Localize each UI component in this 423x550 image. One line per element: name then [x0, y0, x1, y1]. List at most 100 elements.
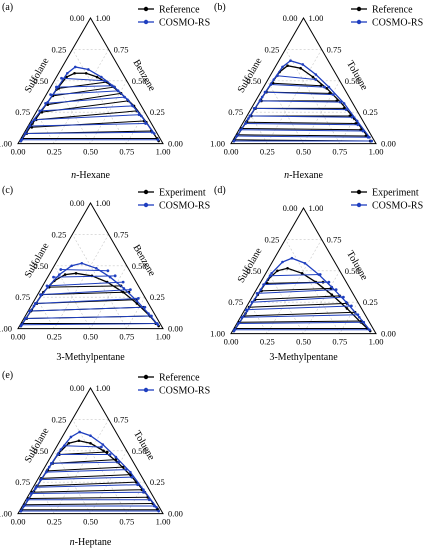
curve-point	[113, 85, 116, 89]
tie-line	[245, 122, 358, 126]
grid-line	[53, 265, 91, 329]
data-point	[60, 76, 63, 80]
data-point	[339, 100, 342, 104]
curve-point	[32, 304, 36, 308]
tick-label-left: 0.00	[283, 203, 298, 213]
tick-label-right: 0.25	[363, 107, 378, 117]
tie-line	[46, 281, 124, 287]
ternary-panel-2: 0.00 0.25 0.50 0.75 1.00 1.00 0.75 0.50 0.25 0.00…	[210, 2, 423, 181]
tick-label-bottom: 0.75	[119, 147, 134, 157]
tick-label-left: 0.50	[33, 261, 48, 271]
curve-point	[34, 487, 37, 490]
curve-point	[126, 98, 129, 101]
tie-line	[31, 491, 144, 494]
tick-label-left: 1.00	[210, 329, 225, 339]
tie-line	[240, 129, 363, 132]
tick-label-right: 0.75	[114, 414, 129, 424]
curve-point	[286, 266, 289, 270]
legend: Reference COSMO-RS	[351, 5, 423, 29]
curve-point	[368, 135, 371, 139]
curve-point	[58, 273, 61, 276]
tick-label-bottom: 0.25	[47, 147, 62, 157]
tick-label-bottom: 1.00	[369, 147, 384, 157]
tie-line	[56, 85, 113, 88]
tick-label-right: 0.00	[168, 509, 183, 519]
grid-line	[90, 265, 128, 329]
tick-label-right: 1.00	[96, 198, 111, 208]
data-point	[108, 453, 112, 456]
tick-label-right: 1.00	[96, 383, 111, 393]
data-point	[314, 78, 318, 81]
tie-line	[64, 445, 102, 448]
tie-line	[241, 128, 361, 131]
curve-point	[129, 470, 132, 474]
series-cosmo-rs	[19, 65, 160, 143]
tick-label-bottom: 0.25	[260, 337, 275, 347]
legend-marker	[143, 374, 149, 380]
curve-point	[102, 449, 105, 453]
tie-line	[29, 122, 146, 127]
tick-label-bottom: 0.75	[332, 147, 347, 157]
legend-marker	[143, 6, 149, 12]
tie-line	[31, 489, 142, 493]
curve-point	[289, 59, 292, 62]
tie-line	[254, 295, 340, 301]
curve-point	[78, 430, 81, 434]
curve-point	[135, 302, 139, 305]
tick-label-bottom: 1.00	[156, 517, 171, 527]
legend-entry: Reference	[159, 373, 200, 384]
data-point	[157, 509, 161, 513]
tie-line	[58, 81, 108, 89]
tie-line	[41, 474, 131, 479]
data-point	[130, 475, 134, 479]
curve-point	[245, 309, 249, 313]
tick-label-left: 0.00	[283, 13, 298, 23]
legend-marker	[356, 19, 362, 25]
tie-line	[21, 323, 158, 326]
ternary-panel-1: 0.00 0.25 0.50 0.75 1.00 1.00 0.75 0.50 0.25 0.00…	[0, 2, 210, 181]
curve-point	[30, 120, 34, 124]
tick-label-right: 0.25	[150, 477, 165, 487]
curve-point	[272, 78, 276, 81]
tie-line	[277, 75, 316, 81]
tick-label-left: 1.00	[0, 139, 12, 149]
curve-point	[344, 300, 348, 304]
tick-label-bottom: 0.00	[11, 147, 26, 157]
tick-label-bottom: 0.50	[83, 147, 98, 157]
legend-marker	[143, 19, 149, 25]
data-point	[52, 275, 55, 279]
tie-line	[28, 496, 148, 500]
curve-point	[355, 119, 359, 123]
data-point	[59, 268, 63, 271]
legend-entry: Reference	[159, 5, 200, 16]
curve-point	[155, 505, 158, 509]
tie-line	[25, 131, 153, 135]
legend-entry: Experiment	[372, 188, 419, 199]
legend: Experiment COSMO-RS	[138, 188, 210, 212]
legend-entry: COSMO-RS	[159, 386, 210, 397]
data-point	[49, 93, 53, 96]
tie-line	[36, 484, 138, 488]
data-point	[156, 138, 160, 142]
tie-line	[46, 466, 124, 472]
tie-line	[244, 311, 355, 317]
tie-line	[263, 281, 329, 286]
tie-line	[25, 315, 152, 320]
series-cosmo-rs	[19, 261, 160, 328]
legend-marker	[356, 6, 362, 12]
grid-line	[72, 234, 128, 329]
tick-label-right: 0.50	[132, 76, 147, 86]
curve-point	[19, 139, 23, 143]
data-point	[356, 123, 360, 127]
tick-label-bottom: 0.50	[296, 337, 311, 347]
tie-line	[53, 275, 116, 278]
axis-label-bottom: n-Heptane	[70, 537, 112, 548]
curve-point	[108, 275, 112, 279]
curve-point	[286, 64, 289, 68]
tie-line	[270, 84, 325, 88]
tie-line	[24, 503, 153, 506]
tick-label-left: 0.75	[228, 297, 243, 307]
tick-label-bottom: 0.75	[332, 337, 347, 347]
curve-point	[260, 95, 264, 99]
curve-point	[69, 435, 73, 439]
